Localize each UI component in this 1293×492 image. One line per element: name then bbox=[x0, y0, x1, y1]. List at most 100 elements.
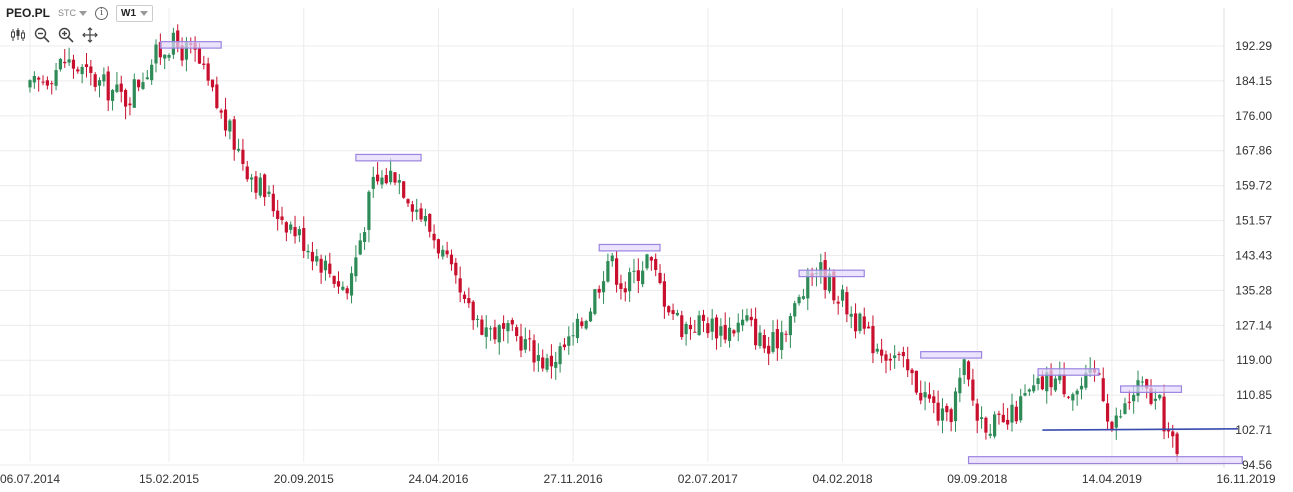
candle bbox=[528, 329, 532, 352]
candle-body bbox=[358, 240, 362, 255]
candle bbox=[884, 350, 888, 374]
candle-body bbox=[993, 414, 997, 437]
candle bbox=[780, 320, 784, 360]
candle-body bbox=[740, 319, 745, 326]
candle bbox=[819, 253, 823, 284]
candle bbox=[523, 327, 527, 353]
candle-body bbox=[293, 227, 297, 237]
interval-dropdown[interactable]: W1 bbox=[116, 4, 154, 22]
zoom-out-icon[interactable] bbox=[34, 27, 50, 43]
candle-body bbox=[875, 348, 879, 352]
chart-tools bbox=[10, 27, 98, 43]
candle bbox=[397, 173, 401, 195]
candle-body bbox=[97, 80, 102, 86]
y-tick-label: 143.43 bbox=[1235, 248, 1272, 262]
candle bbox=[1023, 384, 1027, 397]
candle bbox=[128, 97, 132, 116]
candle bbox=[880, 338, 884, 363]
candle bbox=[206, 57, 210, 86]
candle bbox=[1171, 424, 1175, 448]
candle bbox=[710, 308, 714, 341]
candle bbox=[480, 315, 484, 336]
y-tick-label: 159.72 bbox=[1235, 179, 1272, 193]
candle-body bbox=[484, 327, 488, 337]
candle-body bbox=[267, 191, 271, 195]
candle-body bbox=[515, 327, 519, 336]
instrument-type-dropdown[interactable]: STC bbox=[58, 8, 88, 18]
candle-body bbox=[345, 288, 349, 294]
candle-body bbox=[528, 338, 532, 340]
candle bbox=[219, 108, 223, 119]
candle-body bbox=[254, 176, 258, 193]
candle bbox=[306, 244, 310, 259]
candle-body bbox=[410, 204, 414, 212]
candle-body bbox=[89, 66, 93, 73]
candle bbox=[862, 307, 866, 335]
candle bbox=[1066, 395, 1071, 400]
candle bbox=[932, 390, 936, 414]
y-tick-label: 176.00 bbox=[1235, 109, 1272, 123]
candle-body bbox=[445, 250, 449, 255]
candle-body bbox=[523, 339, 527, 350]
zoom-in-icon[interactable] bbox=[58, 27, 74, 43]
candle-body bbox=[984, 417, 988, 433]
candle-body bbox=[119, 83, 123, 92]
candle-body bbox=[1036, 378, 1040, 385]
candle-body bbox=[628, 272, 632, 292]
candle bbox=[263, 173, 267, 206]
candle-body bbox=[428, 213, 432, 232]
candle-body bbox=[1162, 396, 1166, 432]
y-tick-label: 102.71 bbox=[1235, 423, 1272, 437]
candle bbox=[628, 267, 632, 302]
candle-body bbox=[210, 79, 215, 88]
candle-body bbox=[128, 103, 132, 106]
candle-body bbox=[693, 331, 697, 333]
candle-body bbox=[232, 119, 236, 150]
candle bbox=[293, 215, 297, 244]
candle-body bbox=[258, 177, 262, 196]
candle-body bbox=[67, 59, 71, 63]
candle-body bbox=[497, 325, 501, 343]
candle-type-icon[interactable] bbox=[10, 27, 26, 43]
candle-body bbox=[493, 327, 497, 340]
candle bbox=[1114, 407, 1118, 440]
candle-body bbox=[641, 270, 645, 285]
candle-body bbox=[223, 109, 228, 131]
candle-body bbox=[797, 296, 801, 304]
candle bbox=[254, 171, 258, 200]
candle-body bbox=[480, 319, 484, 335]
candle bbox=[680, 310, 684, 340]
candle bbox=[636, 258, 640, 294]
candle-body bbox=[1053, 378, 1058, 391]
candle-body bbox=[636, 270, 640, 282]
y-tick-label: 135.28 bbox=[1235, 283, 1272, 297]
candle bbox=[532, 334, 536, 372]
candle-body bbox=[762, 335, 766, 349]
candle-body bbox=[793, 303, 797, 317]
candle bbox=[258, 173, 262, 198]
candle bbox=[953, 387, 958, 432]
candle-body bbox=[1075, 390, 1079, 395]
candle-body bbox=[588, 311, 593, 322]
candle bbox=[54, 62, 58, 91]
candle bbox=[467, 287, 471, 308]
candle bbox=[793, 300, 797, 323]
symbol-label[interactable]: PEO.PL bbox=[6, 6, 51, 20]
candle-body bbox=[1010, 404, 1014, 423]
candle-body bbox=[927, 394, 932, 399]
candle-body bbox=[806, 270, 810, 299]
candle bbox=[97, 77, 102, 98]
info-icon[interactable]: i bbox=[95, 6, 109, 20]
y-tick-label: 167.86 bbox=[1235, 144, 1272, 158]
candle bbox=[84, 52, 89, 78]
candle bbox=[393, 172, 397, 186]
candle-body bbox=[780, 332, 784, 350]
candle bbox=[558, 342, 562, 373]
candle bbox=[223, 97, 228, 137]
move-icon[interactable] bbox=[82, 27, 98, 43]
candle-body bbox=[432, 233, 436, 241]
candle-body bbox=[1105, 403, 1110, 422]
candle-body bbox=[1132, 394, 1136, 402]
candle bbox=[1049, 363, 1053, 396]
